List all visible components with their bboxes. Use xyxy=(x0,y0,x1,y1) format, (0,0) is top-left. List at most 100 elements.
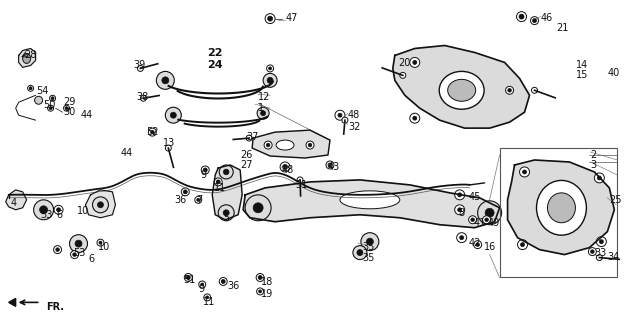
Circle shape xyxy=(70,235,88,252)
Circle shape xyxy=(519,14,524,19)
Text: 30: 30 xyxy=(63,107,76,117)
Circle shape xyxy=(297,177,303,183)
Circle shape xyxy=(455,205,465,215)
Text: 52: 52 xyxy=(146,127,159,137)
Circle shape xyxy=(214,178,222,186)
Circle shape xyxy=(366,238,373,245)
Text: 22: 22 xyxy=(208,49,223,59)
Circle shape xyxy=(54,205,63,214)
Text: 15: 15 xyxy=(576,70,589,80)
Circle shape xyxy=(63,105,70,111)
Circle shape xyxy=(195,196,202,203)
Circle shape xyxy=(530,17,539,25)
Circle shape xyxy=(253,203,263,213)
Circle shape xyxy=(197,198,200,201)
Circle shape xyxy=(342,117,348,123)
Circle shape xyxy=(34,96,43,104)
Text: 36: 36 xyxy=(174,195,187,205)
Circle shape xyxy=(150,130,154,134)
Circle shape xyxy=(93,197,108,213)
Text: 5: 5 xyxy=(223,213,229,223)
Circle shape xyxy=(598,176,601,180)
Text: 7: 7 xyxy=(196,195,203,205)
Text: 6: 6 xyxy=(88,253,95,264)
Circle shape xyxy=(473,241,482,249)
Circle shape xyxy=(326,161,334,169)
Circle shape xyxy=(267,77,273,83)
Text: 44: 44 xyxy=(120,148,133,158)
Circle shape xyxy=(29,87,32,90)
Circle shape xyxy=(97,202,103,208)
Circle shape xyxy=(184,274,192,282)
Circle shape xyxy=(204,294,211,301)
Circle shape xyxy=(256,274,264,282)
Circle shape xyxy=(456,233,466,243)
Circle shape xyxy=(306,141,314,149)
Circle shape xyxy=(97,239,104,246)
Circle shape xyxy=(34,200,53,220)
Circle shape xyxy=(219,165,233,179)
Text: 49: 49 xyxy=(488,218,500,228)
Circle shape xyxy=(460,236,464,240)
Circle shape xyxy=(263,73,277,87)
Circle shape xyxy=(517,240,527,250)
Circle shape xyxy=(221,279,225,284)
Circle shape xyxy=(50,95,56,101)
Circle shape xyxy=(596,255,603,260)
Circle shape xyxy=(223,169,229,175)
Ellipse shape xyxy=(440,71,484,109)
Circle shape xyxy=(532,19,537,23)
Ellipse shape xyxy=(276,140,294,150)
Circle shape xyxy=(266,143,270,147)
Polygon shape xyxy=(19,49,36,68)
Circle shape xyxy=(166,107,181,123)
Text: 3: 3 xyxy=(591,160,596,170)
Text: 9: 9 xyxy=(198,284,204,294)
Text: 9: 9 xyxy=(200,170,206,180)
Text: 12: 12 xyxy=(258,92,270,102)
Circle shape xyxy=(591,250,594,253)
Polygon shape xyxy=(85,190,115,218)
Circle shape xyxy=(471,218,475,221)
Circle shape xyxy=(361,233,379,251)
Circle shape xyxy=(413,116,417,120)
Text: 35: 35 xyxy=(362,252,374,263)
Circle shape xyxy=(49,107,52,110)
Ellipse shape xyxy=(537,180,586,235)
Circle shape xyxy=(265,14,275,24)
Text: 24: 24 xyxy=(208,60,223,70)
Circle shape xyxy=(203,168,208,172)
Text: 54: 54 xyxy=(36,86,49,96)
Circle shape xyxy=(485,208,494,217)
Text: 34: 34 xyxy=(608,252,619,262)
Circle shape xyxy=(186,276,190,279)
Circle shape xyxy=(246,135,252,141)
Circle shape xyxy=(400,72,406,78)
Circle shape xyxy=(28,85,34,91)
Bar xyxy=(500,148,618,277)
Polygon shape xyxy=(243,180,500,228)
Circle shape xyxy=(65,107,68,110)
Text: 27: 27 xyxy=(240,160,253,170)
Circle shape xyxy=(201,283,204,286)
Polygon shape xyxy=(212,165,242,220)
Text: 47: 47 xyxy=(285,13,297,23)
Circle shape xyxy=(505,86,514,94)
Text: 33: 33 xyxy=(594,248,607,258)
Circle shape xyxy=(258,290,261,293)
Ellipse shape xyxy=(547,193,576,223)
Polygon shape xyxy=(6,190,26,210)
Circle shape xyxy=(517,12,527,22)
Circle shape xyxy=(268,67,271,70)
Circle shape xyxy=(199,281,206,288)
Text: 29: 29 xyxy=(63,97,76,107)
Text: 10: 10 xyxy=(97,242,110,252)
Circle shape xyxy=(476,243,480,246)
Circle shape xyxy=(268,16,273,21)
Circle shape xyxy=(283,164,288,170)
Text: 19: 19 xyxy=(261,289,273,300)
Circle shape xyxy=(166,145,171,151)
Circle shape xyxy=(40,206,48,214)
Text: 44: 44 xyxy=(80,110,93,120)
Circle shape xyxy=(171,112,176,118)
